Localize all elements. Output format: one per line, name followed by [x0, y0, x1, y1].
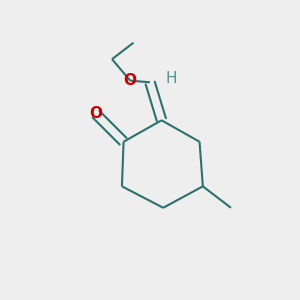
Text: H: H: [166, 71, 177, 86]
Text: O: O: [124, 73, 137, 88]
Text: O: O: [89, 106, 102, 121]
